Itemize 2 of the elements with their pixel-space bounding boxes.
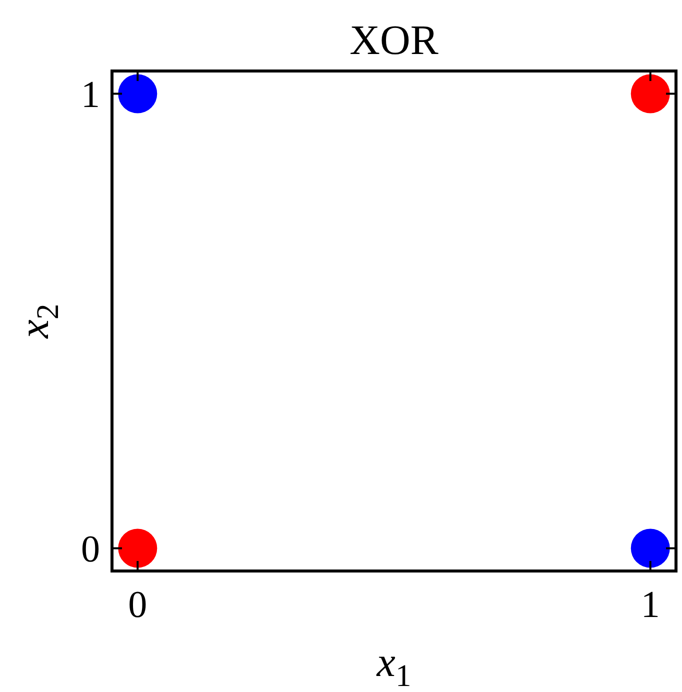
x-axis-title: x$_{1}$ [376,640,412,692]
chart-title: XOR [350,18,438,64]
